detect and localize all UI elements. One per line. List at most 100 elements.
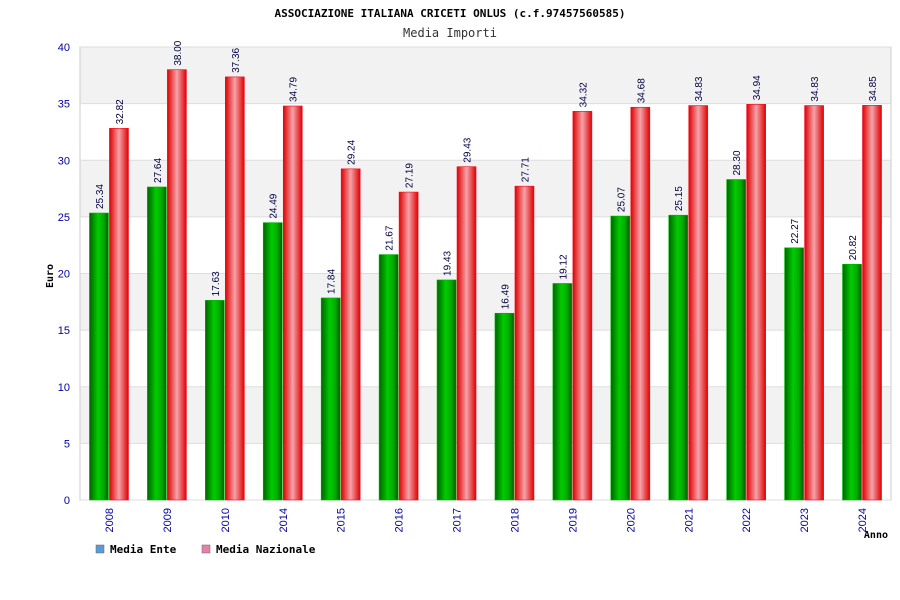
x-axis-ticks: 2008 2009 2010 2014 2015 2016 2017 2018 2019 2020…	[104, 508, 869, 532]
bar-media-ente	[320, 297, 341, 501]
data-label: 34.32	[578, 82, 589, 107]
data-label: 20.82	[848, 235, 859, 260]
bar-media-ente	[726, 179, 746, 501]
bar-media-ente	[436, 279, 457, 501]
data-label: 25.15	[674, 186, 685, 211]
bar-media-nazionale	[746, 104, 766, 501]
bar-media-ente	[668, 214, 689, 501]
data-label: 27.64	[153, 158, 164, 183]
x-tick-label: 2018	[509, 508, 521, 532]
data-label: 22.27	[790, 218, 801, 243]
data-label: 21.67	[385, 225, 396, 250]
x-tick-label: 2010	[220, 508, 232, 532]
bar-media-nazionale	[514, 185, 535, 501]
legend: Media Ente Media Nazionale	[95, 543, 316, 556]
data-label: 28.30	[732, 150, 743, 175]
data-label: 25.34	[95, 184, 106, 209]
data-label: 24.49	[269, 193, 280, 218]
data-label: 34.83	[810, 76, 821, 101]
bar-media-ente	[552, 283, 573, 501]
bar-media-nazionale	[282, 105, 303, 501]
y-tick-label: 20	[58, 269, 70, 281]
bar-media-ente	[378, 254, 399, 501]
bar-media-ente	[205, 300, 225, 501]
y-axis-ticks: 0 5 10 15 20 25 30 35 40	[58, 42, 70, 507]
bar-media-ente	[784, 247, 804, 501]
data-label: 19.12	[558, 254, 569, 279]
grid-band	[80, 160, 891, 217]
legend-label: Media Ente	[110, 543, 177, 556]
bar-media-ente	[262, 222, 283, 501]
y-tick-label: 5	[64, 438, 70, 450]
bar-media-nazionale	[167, 69, 187, 501]
y-tick-label: 0	[64, 495, 70, 507]
y-tick-label: 35	[58, 99, 70, 111]
bar-media-ente	[610, 215, 631, 501]
data-label: 17.84	[327, 268, 338, 293]
data-label: 32.82	[115, 99, 126, 124]
bar-media-ente	[494, 312, 515, 501]
bar-media-ente	[842, 263, 862, 501]
grid-band	[80, 47, 891, 104]
data-label: 34.79	[289, 77, 300, 102]
legend-swatch	[95, 544, 105, 554]
bar-media-ente	[89, 212, 109, 501]
x-tick-label: 2024	[857, 508, 869, 532]
x-axis-label: Anno	[864, 530, 888, 541]
x-tick-label: 2016	[394, 508, 406, 532]
x-tick-label: 2009	[162, 508, 174, 532]
data-label: 19.43	[443, 250, 454, 275]
y-tick-label: 25	[58, 212, 70, 224]
bar-media-nazionale	[225, 76, 245, 501]
x-tick-label: 2021	[683, 508, 695, 532]
bar-media-nazionale	[456, 166, 477, 501]
y-tick-label: 15	[58, 325, 70, 337]
data-label: 37.36	[231, 47, 242, 72]
x-tick-label: 2023	[799, 508, 811, 532]
x-tick-label: 2019	[567, 508, 579, 532]
bar-media-nazionale	[862, 105, 882, 501]
bar-media-ente	[147, 186, 167, 501]
bar-media-nazionale	[109, 128, 129, 501]
legend-label: Media Nazionale	[216, 543, 316, 556]
data-label: 16.49	[500, 284, 511, 309]
grid-band	[80, 103, 891, 161]
bar-media-nazionale	[572, 111, 593, 501]
bar-media-nazionale	[688, 105, 709, 501]
data-label: 34.83	[694, 76, 705, 101]
data-label: 29.43	[463, 137, 474, 162]
grid-band	[80, 386, 891, 444]
grid-band	[80, 216, 891, 274]
y-tick-label: 40	[58, 42, 70, 54]
data-label: 17.63	[211, 271, 222, 296]
grid-band	[80, 273, 891, 331]
bar-media-nazionale	[630, 106, 651, 501]
x-tick-label: 2008	[104, 508, 116, 532]
data-label: 34.68	[636, 78, 647, 103]
grid-band	[80, 330, 891, 387]
data-label: 38.00	[173, 40, 184, 65]
bars	[89, 69, 882, 501]
bar-media-nazionale	[804, 105, 824, 501]
bar-media-nazionale	[340, 168, 361, 501]
x-tick-label: 2015	[336, 508, 348, 532]
data-label: 27.71	[520, 157, 531, 182]
data-label: 34.85	[868, 76, 879, 101]
value-labels: 25.34 32.82 27.64 38.00 17.63 37.36 24.49 34.79…	[95, 40, 879, 309]
data-label: 27.19	[405, 163, 416, 188]
y-tick-label: 10	[58, 382, 70, 394]
bar-media-nazionale	[398, 191, 419, 501]
y-tick-label: 30	[58, 155, 70, 167]
chart-title: ASSOCIAZIONE ITALIANA CRICETI ONLUS (c.f…	[275, 7, 626, 20]
x-tick-label: 2022	[741, 508, 753, 532]
data-label: 34.94	[752, 75, 763, 100]
y-axis-label: Euro	[45, 264, 56, 288]
x-tick-label: 2014	[278, 508, 290, 532]
x-tick-label: 2020	[625, 508, 637, 532]
data-label: 25.07	[616, 187, 627, 212]
data-label: 29.24	[347, 139, 358, 164]
grid-band	[80, 443, 891, 500]
legend-swatch	[201, 544, 211, 554]
x-tick-label: 2017	[452, 508, 464, 532]
